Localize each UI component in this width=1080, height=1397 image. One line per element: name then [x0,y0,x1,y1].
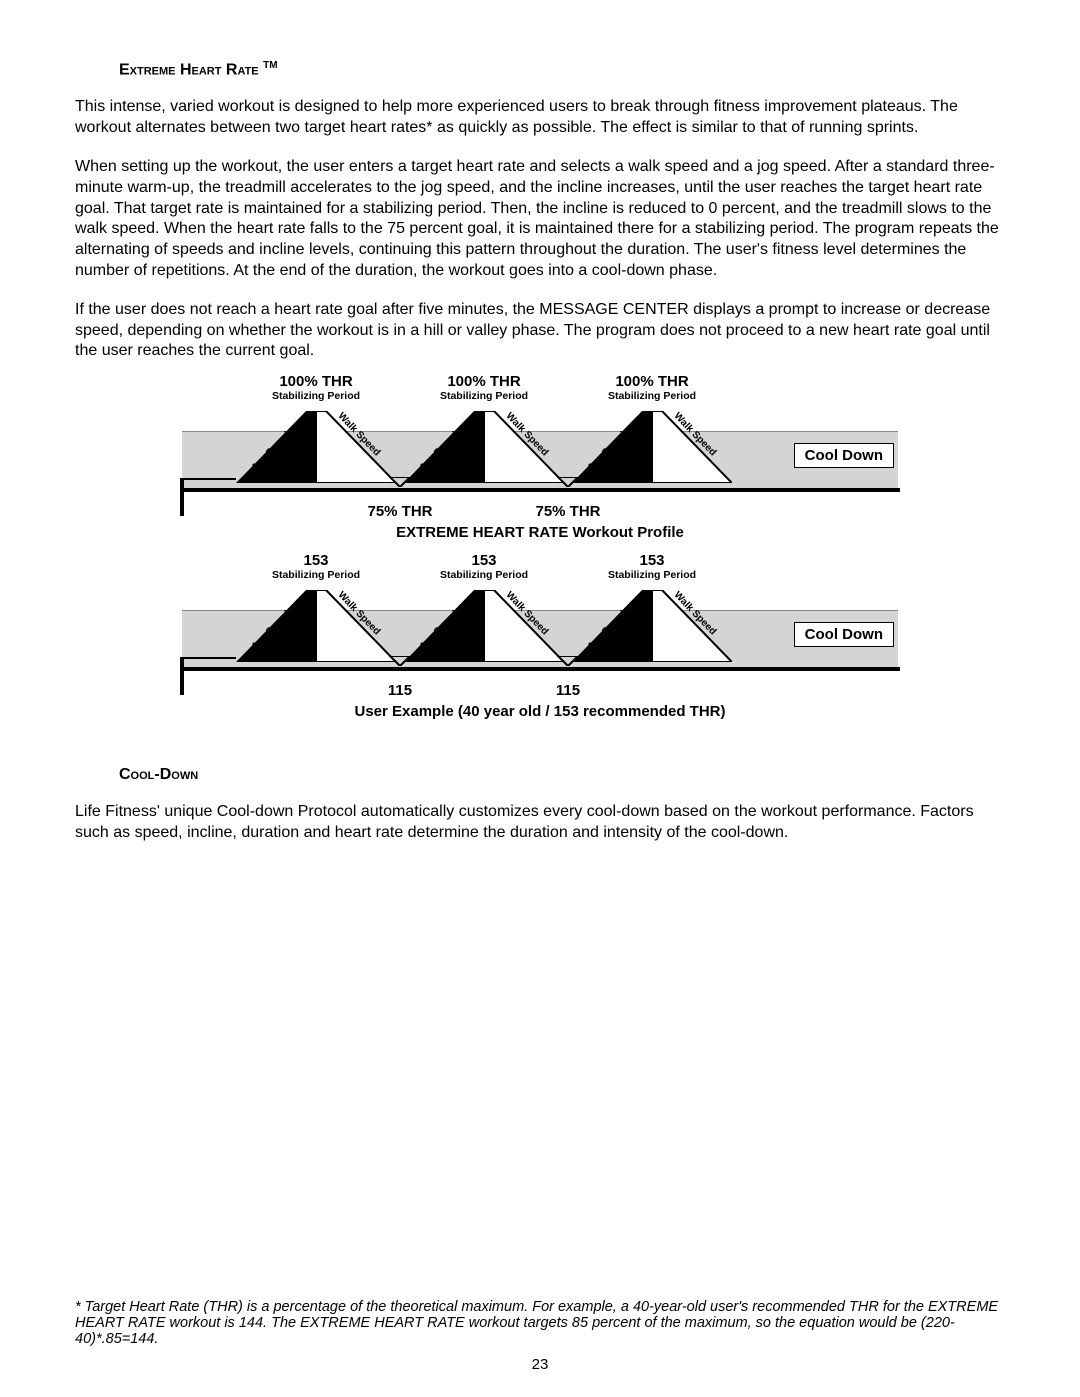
cooldown-box: Cool Down [794,443,894,468]
peak-1: 100% THR Stabilizing Period Jog Speed Wa… [236,411,396,488]
chart-start-marker [180,480,184,516]
peak-top-label: 153 [404,552,564,569]
page-number: 23 [0,1356,1080,1373]
peak-top-label: 100% THR [236,373,396,390]
valley-label-1: 115 [320,682,480,699]
workout-profile-chart: 100% THR Stabilizing Period Jog Speed Wa… [180,386,900,516]
chart-caption-1: EXTREME HEART RATE Workout Profile [180,524,900,541]
chart-baseline [180,488,900,492]
section-title-cooldown: Cool-Down [119,766,1005,784]
peak-3: 153 Stabilizing Period Jog Speed Walk Sp… [572,590,732,667]
peak-sub-label: Stabilizing Period [236,569,396,581]
peak-2: 100% THR Stabilizing Period Jog Speed Wa… [404,411,564,488]
peak-top-label: 100% THR [572,373,732,390]
peak-3: 100% THR Stabilizing Period Jog Speed Wa… [572,411,732,488]
paragraph-2: When setting up the workout, the user en… [75,157,1005,282]
peak-sub-label: Stabilizing Period [404,569,564,581]
cooldown-para: Life Fitness' unique Cool-down Protocol … [75,802,1005,844]
chart-baseline [180,667,900,671]
peak-sub-label: Stabilizing Period [236,390,396,402]
valley-label-2: 75% THR [488,503,648,520]
peak-top-label: 153 [572,552,732,569]
section-title-extreme: Extreme Heart Rate TM [119,60,1005,79]
chart-1-wrap: 100% THR Stabilizing Period Jog Speed Wa… [180,386,900,541]
chart-caption-2: User Example (40 year old / 153 recommen… [180,703,900,720]
document-page: Extreme Heart Rate TM This intense, vari… [0,0,1080,1397]
paragraph-1: This intense, varied workout is designed… [75,97,1005,139]
peak-sub-label: Stabilizing Period [572,390,732,402]
chart-2-wrap: 153 Stabilizing Period Jog Speed Walk Sp… [180,565,900,720]
footnote: * Target Heart Rate (THR) is a percentag… [75,1299,1005,1347]
chart-start-marker-h [180,657,236,659]
peak-sub-label: Stabilizing Period [572,569,732,581]
user-example-chart: 153 Stabilizing Period Jog Speed Walk Sp… [180,565,900,695]
chart-start-marker [180,659,184,695]
title-tm: TM [263,60,277,71]
paragraph-3: If the user does not reach a heart rate … [75,300,1005,362]
peak-top-label: 153 [236,552,396,569]
title-text: Extreme Heart Rate [119,61,259,78]
valley-label-1: 75% THR [320,503,480,520]
chart-start-marker-h [180,478,236,480]
peak-1: 153 Stabilizing Period Jog Speed Walk Sp… [236,590,396,667]
peak-sub-label: Stabilizing Period [404,390,564,402]
cooldown-box: Cool Down [794,622,894,647]
peak-2: 153 Stabilizing Period Jog Speed Walk Sp… [404,590,564,667]
valley-label-2: 115 [488,682,648,699]
peak-top-label: 100% THR [404,373,564,390]
